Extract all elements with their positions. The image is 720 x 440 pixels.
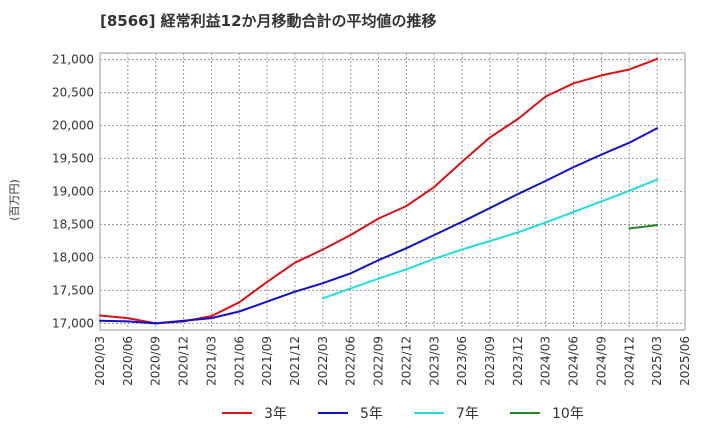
x-tick-label: 2023/06	[455, 336, 469, 386]
x-tick-label: 2022/09	[372, 336, 386, 386]
y-tick-label: 18,500	[52, 217, 94, 231]
x-tick-label: 2024/06	[567, 336, 581, 386]
y-tick-label: 19,500	[52, 152, 94, 166]
x-tick-label: 2024/09	[594, 336, 608, 386]
x-tick-label: 2021/09	[260, 336, 274, 386]
x-axis-ticks: 2020/03 2020/06 2020/09 2020/12 2021/03 2021/…	[93, 336, 692, 386]
x-tick-label: 2024/12	[622, 336, 636, 386]
series-line-2	[99, 127, 659, 325]
x-tick-label: 2022/03	[316, 336, 330, 386]
x-tick-label: 2020/06	[121, 336, 135, 386]
x-tick-label: 2025/03	[650, 336, 664, 386]
legend: 3年 5年 7年 10年	[222, 406, 584, 422]
series-lines	[99, 57, 659, 325]
y-tick-label: 19,000	[52, 185, 94, 199]
series-line-3	[321, 178, 659, 300]
x-tick-label: 2025/06	[678, 336, 692, 386]
legend-label: 10年	[552, 406, 584, 422]
x-tick-label: 2020/12	[177, 336, 191, 386]
series-line-4	[628, 224, 659, 230]
chart-title: [8566] 経常利益12か月移動合計の平均値の推移	[100, 12, 437, 30]
x-tick-label: 2021/03	[204, 336, 218, 386]
x-tick-label: 2022/12	[399, 336, 413, 386]
x-tick-label: 2020/09	[149, 336, 163, 386]
x-tick-label: 2021/06	[232, 336, 246, 386]
y-tick-label: 20,000	[52, 119, 94, 133]
y-tick-label: 18,000	[52, 250, 94, 264]
y-tick-label: 21,000	[52, 53, 94, 67]
x-tick-label: 2023/09	[483, 336, 497, 386]
x-tick-label: 2023/03	[427, 336, 441, 386]
x-tick-label: 2021/12	[288, 336, 302, 386]
legend-label: 7年	[456, 406, 479, 422]
legend-label: 5年	[360, 406, 383, 422]
x-tick-label: 2022/06	[344, 336, 358, 386]
x-tick-label: 2020/03	[93, 336, 107, 386]
x-tick-label: 2023/12	[511, 336, 525, 386]
y-tick-label: 20,500	[52, 86, 94, 100]
y-tick-label: 17,000	[52, 316, 94, 330]
grid-lines	[100, 53, 685, 330]
y-axis-ticks: 17,000 17,500 18,000 18,500 19,000 19,500 20,0…	[52, 53, 94, 331]
y-tick-label: 17,500	[52, 283, 94, 297]
legend-label: 3年	[264, 406, 287, 422]
x-tick-label: 2024/03	[539, 336, 553, 386]
y-axis-label: (百万円)	[8, 179, 21, 221]
